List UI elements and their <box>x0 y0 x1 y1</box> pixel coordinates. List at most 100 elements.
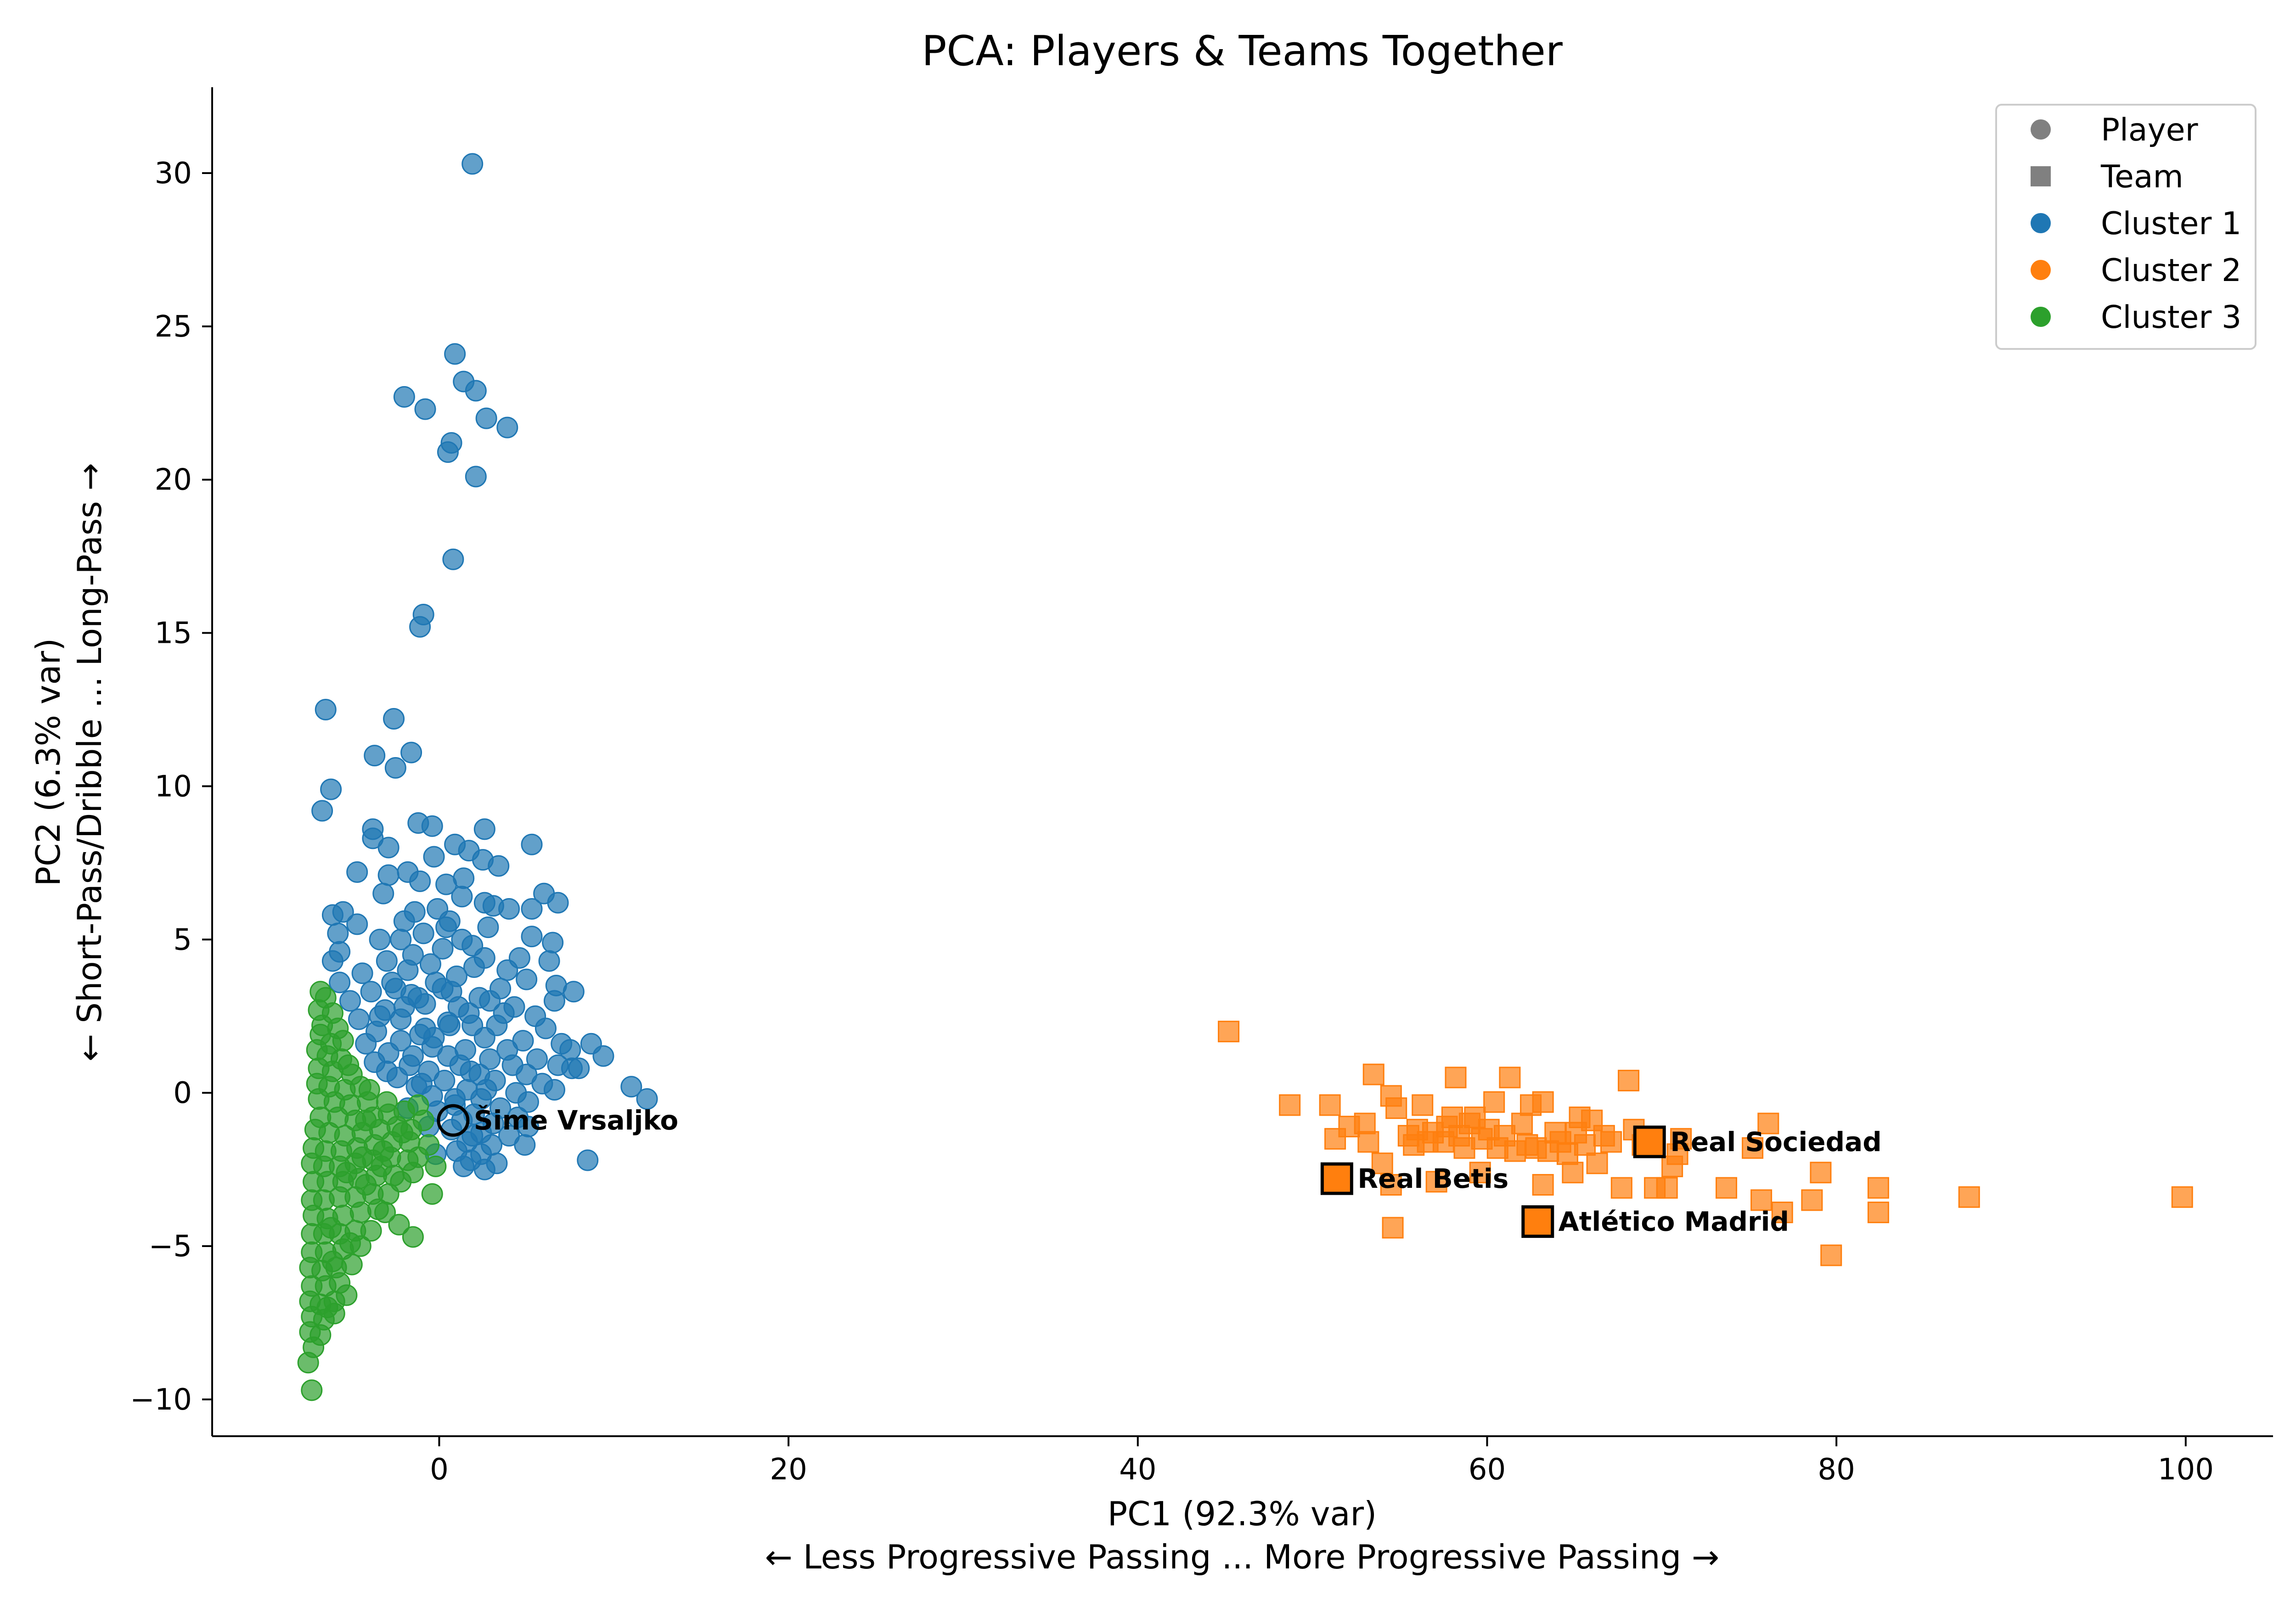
cluster-1-point <box>479 990 501 1012</box>
x-tick-label: 40 <box>1119 1453 1156 1487</box>
cluster-3-point <box>336 1284 358 1306</box>
cluster-3-point <box>297 1352 319 1374</box>
cluster-3-point <box>358 1079 380 1101</box>
cluster-1-point <box>364 745 386 767</box>
highlight-team-marker <box>1521 1205 1554 1238</box>
y-tick-label: 5 <box>173 923 192 957</box>
cluster-1-point <box>496 416 518 438</box>
legend-marker-cluster-3 <box>2031 307 2051 327</box>
cluster-1-point <box>563 981 585 1003</box>
cluster-1-point <box>327 922 349 944</box>
cluster-3-point <box>402 1226 424 1248</box>
cluster-1-point <box>547 892 569 914</box>
cluster-3-point <box>407 1146 429 1168</box>
cluster-3-point <box>320 1217 342 1239</box>
cluster-1-point <box>360 981 382 1003</box>
cluster-1-point <box>402 1045 424 1067</box>
cluster-1-point <box>393 386 415 408</box>
cluster-1-point <box>461 1125 484 1147</box>
cluster-1-point <box>463 956 485 978</box>
cluster-1-point <box>538 950 560 972</box>
cluster-2-point <box>1279 1094 1301 1116</box>
legend-marker-player <box>2031 119 2051 140</box>
cluster-1-point <box>369 1005 391 1027</box>
highlight-label: Real Sociedad <box>1670 1126 1882 1157</box>
cluster-1-point <box>339 990 361 1012</box>
cluster-1-point <box>384 757 406 779</box>
cluster-1-point <box>465 466 487 488</box>
legend-marker-team <box>2031 166 2051 186</box>
cluster-3-point <box>339 1232 361 1254</box>
cluster-1-point <box>475 407 497 429</box>
legend-label: Cluster 2 <box>2101 253 2241 289</box>
cluster-1-point <box>498 898 520 920</box>
cluster-2-point <box>1218 1021 1240 1043</box>
cluster-3-point <box>316 1297 338 1319</box>
cluster-1-point <box>460 1060 482 1082</box>
cluster-3-point <box>338 1054 360 1076</box>
y-axis-label: PC2 (6.3% var) <box>29 638 68 887</box>
cluster-2-point <box>1820 1244 1842 1266</box>
cluster-2-point <box>1380 1174 1402 1196</box>
highlight-team-marker <box>1633 1125 1666 1158</box>
cluster-1-point <box>442 548 464 570</box>
cluster-1-point <box>451 928 473 950</box>
cluster-1-point <box>346 861 368 883</box>
cluster-2-point <box>1319 1094 1341 1116</box>
x-ticks: 0 20 40 60 80 100 <box>430 1436 2214 1487</box>
cluster-1-point <box>423 846 445 868</box>
cluster-2-point <box>1656 1177 1678 1199</box>
legend-box <box>1995 104 2257 350</box>
cluster-2-point <box>1771 1202 1793 1224</box>
cluster-1-point <box>411 1073 433 1095</box>
cluster-1-point <box>439 1014 461 1036</box>
cluster-2-point <box>1586 1152 1608 1174</box>
highlight-label: Šime Vrsaljko <box>474 1104 678 1136</box>
cluster-2-point <box>1600 1131 1622 1153</box>
highlight-team-marker <box>1320 1162 1353 1195</box>
cluster-2-point <box>1425 1171 1447 1193</box>
cluster-1-point <box>376 1060 398 1082</box>
cluster-1-point <box>421 815 443 837</box>
cluster-1-point <box>390 928 412 950</box>
y-axis-sublabel: ← Short-Pass/Dribble ... Long-Pass → <box>70 463 109 1062</box>
cluster-1-point <box>514 1134 536 1156</box>
cluster-1-point <box>329 972 351 994</box>
cluster-2-point <box>1371 1152 1393 1174</box>
cluster-3-point <box>376 1091 398 1113</box>
y-tick-label: 0 <box>173 1076 192 1110</box>
cluster-3-point <box>392 1122 414 1144</box>
cluster-2-point <box>1757 1113 1779 1135</box>
cluster-1-point <box>346 913 368 935</box>
cluster-2-point <box>1958 1186 1980 1208</box>
cluster-1-point <box>315 698 337 720</box>
cluster-1-point <box>435 873 457 895</box>
cluster-3-point <box>371 1155 393 1177</box>
cluster-2-point <box>1867 1177 1889 1199</box>
cluster-3-point <box>321 1250 343 1272</box>
cluster-1-point <box>320 778 342 800</box>
cluster-1-point <box>432 938 454 960</box>
cluster-1-point <box>321 950 343 972</box>
cluster-1-point <box>592 1045 614 1067</box>
cluster-2-point <box>1354 1113 1376 1135</box>
cluster-2-point <box>1483 1091 1505 1113</box>
cluster-3-point <box>341 1253 363 1275</box>
cluster-3-point <box>407 1094 429 1116</box>
cluster-3-point <box>351 1146 373 1168</box>
cluster-1-point <box>384 978 406 1000</box>
cluster-1-point <box>440 981 462 1003</box>
plot-marks <box>297 153 2193 1401</box>
legend: Player Team Cluster 1 Cluster 2 Cluster 3 <box>1995 104 2257 350</box>
cluster-2-point <box>1511 1113 1533 1135</box>
y-tick-label: 20 <box>155 463 192 497</box>
y-tick-label: −5 <box>149 1230 192 1264</box>
cluster-1-point <box>543 990 565 1012</box>
x-tick-label: 20 <box>770 1453 807 1487</box>
cluster-1-point <box>620 1076 642 1098</box>
cluster-1-point <box>414 1017 436 1039</box>
cluster-1-point <box>636 1088 658 1110</box>
cluster-1-point <box>377 837 400 859</box>
cluster-2-point <box>1618 1069 1640 1091</box>
cluster-2-point <box>1382 1217 1404 1239</box>
